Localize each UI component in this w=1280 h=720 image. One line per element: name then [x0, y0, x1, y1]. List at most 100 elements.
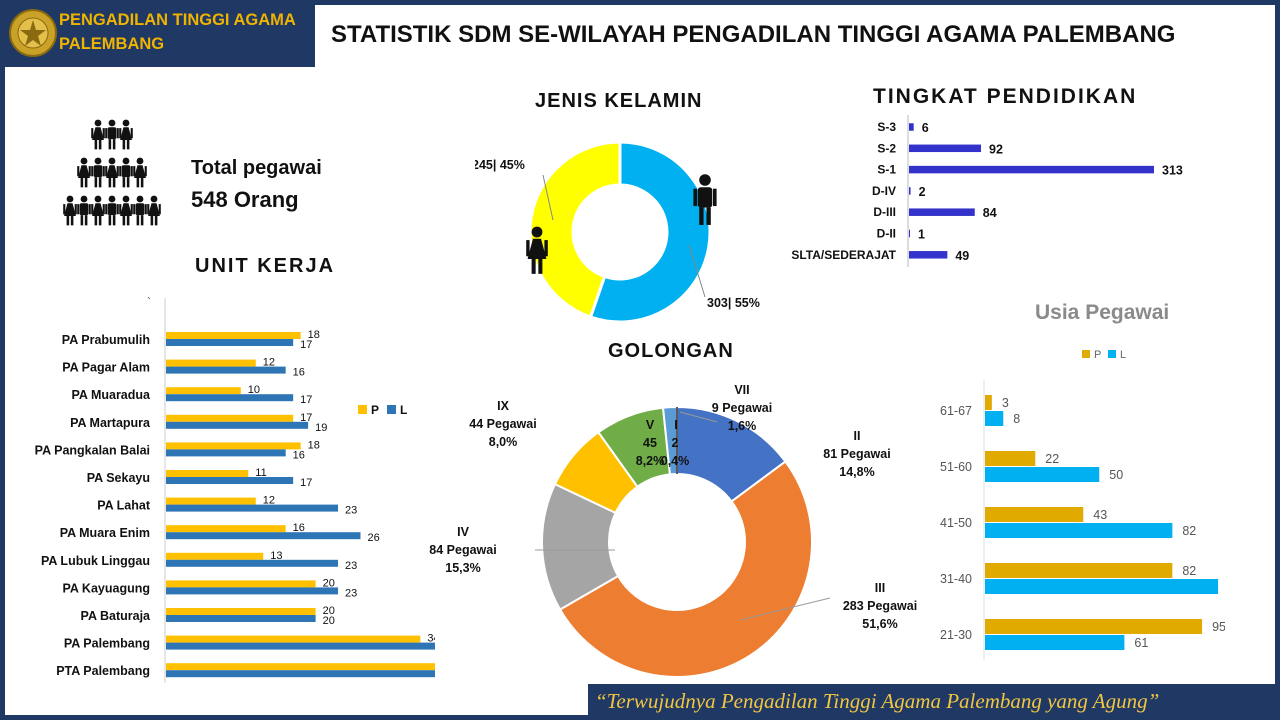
person-icon: [105, 119, 119, 150]
age-value-p: 3: [1002, 396, 1009, 410]
legend-label-p: P: [371, 403, 379, 417]
age-value-p: 22: [1045, 452, 1059, 466]
unit-value-p: 12: [263, 357, 275, 369]
person-icon: [77, 157, 91, 188]
unit-bar-l: [166, 587, 339, 595]
unit-category-label: PA Kayuagung: [62, 581, 150, 595]
gender-label-laki-laki: 303| 55%: [707, 296, 760, 310]
person-icon: [119, 195, 133, 226]
unit-bar-p: [166, 332, 301, 339]
unit-value-p: 17: [300, 412, 312, 424]
female-icon: [526, 226, 548, 274]
unit-category-label: PA Muara Enim: [60, 526, 150, 540]
unit-value-p: 10: [248, 384, 260, 396]
institution-line2: PALEMBANG: [59, 35, 165, 53]
gender-leader-line: [688, 244, 706, 298]
legend-swatch-p: [358, 405, 367, 414]
court-seal-logo: [9, 9, 57, 57]
unit-value-l: 23: [345, 560, 357, 572]
unit-category-label: PA Sekayu: [87, 471, 150, 485]
education-category-label: SLTA/SEDERAJAT: [791, 248, 896, 262]
unit-bar-p: [166, 442, 301, 450]
education-value-label: 6: [922, 121, 929, 135]
age-value-l: 61: [1134, 636, 1148, 650]
person-icon: [133, 195, 147, 226]
age-value-l: 50: [1109, 468, 1123, 482]
education-category-label: S-1: [877, 163, 896, 177]
unit-bar-l: [166, 532, 361, 540]
gender-leader-line: [542, 174, 554, 221]
unit-chart-title: UNIT KERJA: [195, 255, 336, 277]
golongan-label-iv: IV 84 Pegawai 15,3%: [429, 525, 496, 575]
unit-value-l: 20: [323, 615, 335, 627]
age-category-label: 41-50: [940, 516, 972, 530]
unit-value-p: 18: [308, 439, 320, 451]
institution-line1: PENGADILAN TINGGI AGAMA: [59, 11, 296, 29]
legend-swatch-p: [1082, 350, 1090, 358]
unit-bar-l: [166, 504, 339, 512]
unit-bar-p: [166, 497, 256, 505]
unit-value-l: 23: [345, 505, 357, 517]
gender-slice-laki-laki: [588, 140, 712, 324]
unit-bar-p: [166, 552, 264, 560]
legend-label-p: P: [1094, 349, 1101, 361]
age-bar-l: [985, 523, 1173, 538]
unit-bar-p: [166, 359, 256, 367]
age-chart-title: Usia Pegawai: [1035, 301, 1170, 324]
person-icon: [91, 195, 105, 226]
age-bar-l: [985, 635, 1125, 650]
person-icon: [105, 157, 119, 188]
golongan-label-ix: IX 44 Pegawai 8,0%: [469, 399, 536, 449]
education-bar: [909, 251, 948, 259]
unit-value-l: 19: [315, 422, 327, 434]
golongan-leader-line: [679, 411, 718, 423]
golongan-label-v: V 45 8,2%: [636, 418, 665, 468]
total-employees-value: 548 Orang: [191, 187, 299, 212]
age-bar-p: [985, 507, 1084, 522]
age-category-label: 51-60: [940, 460, 972, 474]
unit-bar-p: [166, 663, 435, 671]
golongan-label-i: I 2 0,4%: [661, 418, 690, 468]
person-icon: [133, 157, 147, 188]
unit-category-label: PA Baturaja: [81, 609, 152, 623]
legend-label-l: L: [400, 403, 407, 417]
golongan-leader-line: [739, 597, 831, 621]
age-bar-p: [985, 451, 1036, 466]
unit-category-label: PA Lahat: [97, 499, 151, 513]
education-value-label: 84: [983, 206, 997, 220]
person-icon: [63, 195, 77, 226]
unit-value-p: 12: [263, 495, 275, 507]
total-employees-label: Total pegawai: [191, 157, 322, 179]
gender-slice-perempuan: [528, 140, 622, 319]
legend-label-l: L: [1120, 349, 1126, 361]
unit-value-p: 20: [323, 605, 335, 617]
unit-bar-l: [166, 559, 339, 567]
person-icon: [77, 195, 91, 226]
unit-value-l: 23: [345, 587, 357, 599]
unit-value-l: 26: [367, 532, 379, 544]
legend-swatch-l: [1108, 350, 1116, 358]
unit-category-label: PA Palembang: [64, 637, 150, 651]
age-bar-l: [985, 467, 1100, 482]
education-value-label: 2: [919, 185, 926, 199]
age-chart: PL61-673851-60225041-50438231-408210221-…: [940, 349, 1225, 660]
unit-bar-l: [166, 339, 294, 346]
education-value-label: 313: [1162, 164, 1183, 178]
gender-chart: 245| 45% 303| 55%: [475, 140, 760, 324]
age-value-p: 82: [1182, 564, 1196, 578]
age-value-l: 8: [1013, 412, 1020, 426]
footer-band: [588, 684, 1275, 715]
age-value-l: 82: [1182, 524, 1196, 538]
person-icon: [91, 119, 105, 150]
unit-bar-l: [166, 394, 294, 402]
golongan-chart: II 81 Pegawai 14,8% III 283 Pegawai 51,6% IV 84…: [429, 383, 917, 678]
education-chart-title: TINGKAT PENDIDIKAN: [873, 85, 1138, 108]
golongan-label-vii: VII 9 Pegawai 1,6%: [712, 383, 772, 433]
unit-value-p: 34: [427, 633, 435, 645]
unit-bar-l: [166, 421, 309, 429]
golongan-slice-iii: [558, 460, 813, 678]
unit-bar-l: [166, 642, 435, 650]
unit-bar-l: [166, 615, 316, 622]
unit-bar-p: [166, 608, 316, 615]
